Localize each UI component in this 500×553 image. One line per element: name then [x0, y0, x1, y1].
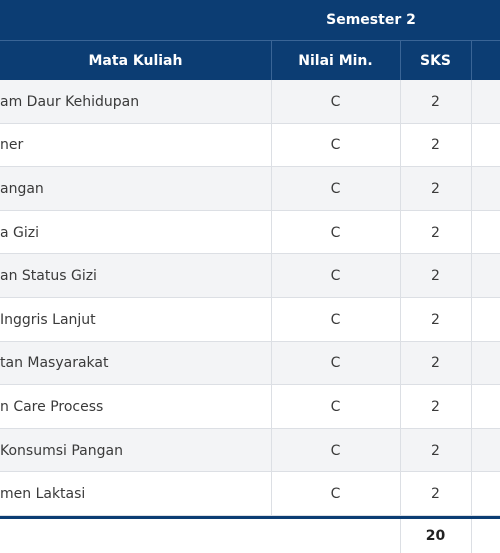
group-header: Semester 2 — [271, 0, 471, 40]
course-name: tan Masyarakat — [0, 355, 109, 372]
credits: 2 — [431, 224, 440, 241]
header-divider — [271, 40, 272, 80]
credits: 2 — [431, 442, 440, 459]
column-divider — [271, 80, 272, 516]
row-bg — [0, 298, 500, 342]
column-header: Mata Kuliah — [0, 41, 271, 80]
course-name: a Gizi — [0, 224, 40, 241]
min-grade: C — [330, 268, 341, 285]
row-bg — [0, 123, 500, 168]
total-border — [0, 516, 500, 519]
course-name: am Daur Kehidupan — [0, 93, 140, 110]
min-grade: C — [330, 93, 341, 110]
course-name: Inggris Lanjut — [0, 311, 96, 328]
course-name: Konsumsi Pangan — [0, 442, 123, 459]
header-divider — [471, 40, 472, 80]
min-grade: C — [330, 355, 341, 372]
min-grade: C — [330, 442, 341, 459]
row-bg — [0, 341, 500, 386]
credits: 2 — [431, 486, 440, 503]
row-divider — [0, 166, 500, 168]
min-grade: C — [330, 180, 341, 197]
column-header: Nilai Min. — [271, 41, 400, 80]
course-name: ner — [0, 137, 24, 154]
min-grade: C — [330, 137, 341, 154]
row-divider — [0, 427, 500, 429]
credits: 2 — [431, 93, 440, 110]
footer-divider — [471, 519, 472, 553]
row-divider — [0, 122, 500, 124]
min-grade: C — [330, 224, 341, 241]
row-divider — [0, 253, 500, 255]
credits: 2 — [431, 137, 440, 154]
total-credits: 20 — [425, 528, 446, 544]
row-divider — [0, 209, 500, 211]
column-divider — [400, 80, 401, 516]
credits: 2 — [431, 180, 440, 197]
min-grade: C — [330, 311, 341, 328]
row-bg — [0, 472, 500, 516]
row-divider — [0, 340, 500, 342]
row-bg — [0, 428, 500, 473]
course-name: an Status Gizi — [0, 268, 97, 285]
row-bg — [0, 167, 500, 211]
row-divider — [0, 471, 500, 473]
row-divider — [0, 515, 500, 516]
header-divider — [400, 40, 401, 80]
row-bg — [0, 210, 500, 255]
course-name: n Care Process — [0, 398, 104, 415]
row-divider — [0, 297, 500, 298]
credits: 2 — [431, 268, 440, 285]
row-divider — [0, 384, 500, 386]
footer-divider — [400, 519, 401, 553]
row-bg — [0, 80, 500, 124]
credits: 2 — [431, 398, 440, 415]
min-grade: C — [330, 398, 341, 415]
credits: 2 — [431, 311, 440, 328]
column-header: SKS — [400, 41, 471, 80]
min-grade: C — [330, 486, 341, 503]
course-name: men Laktasi — [0, 486, 86, 503]
row-bg — [0, 254, 500, 298]
course-name: angan — [0, 180, 44, 197]
column-divider — [471, 80, 472, 516]
credits: 2 — [431, 355, 440, 372]
row-bg — [0, 385, 500, 429]
